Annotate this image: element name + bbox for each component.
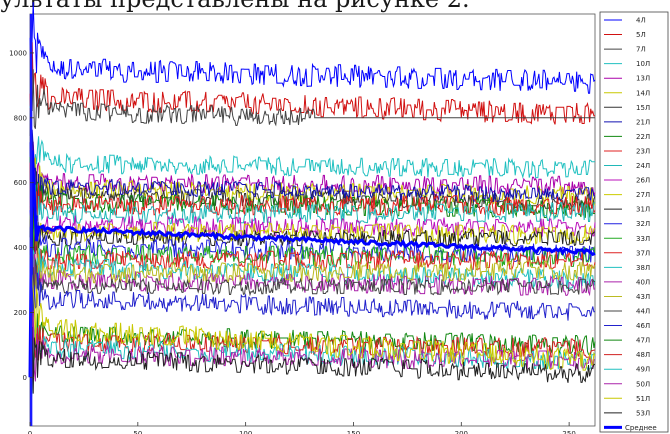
legend-label: 47Л	[636, 337, 650, 345]
x-tick-label: 100	[239, 430, 252, 434]
series-line-37Л	[29, 225, 596, 296]
legend-label: 22Л	[636, 133, 650, 141]
legend-label: 10Л	[636, 60, 650, 68]
axis-layer: 0 50 100 150 200 250 0 200 400 600 800 1000	[9, 49, 576, 434]
legend-label: 5Л	[636, 31, 646, 39]
legend-label: 14Л	[636, 89, 650, 97]
legend-label: 49Л	[636, 366, 650, 374]
legend-label: 46Л	[636, 322, 650, 330]
x-tick-label: 0	[28, 430, 32, 434]
series-line-46Л	[29, 252, 595, 321]
series-line-10Л	[29, 102, 595, 197]
y-tick-label: 1000	[9, 49, 27, 57]
legend-label: 24Л	[636, 162, 650, 170]
series-line-7Л	[29, 69, 595, 137]
series-layer	[28, 2, 596, 426]
series-line-44Л	[29, 259, 596, 344]
y-tick-label: 600	[14, 179, 27, 187]
series-line-21Л	[29, 129, 595, 231]
legend-label: 33Л	[636, 235, 650, 243]
legend-label: 40Л	[636, 278, 650, 286]
series-line-48Л	[29, 299, 595, 361]
series-line-43Л	[29, 253, 596, 318]
legend-label: 13Л	[636, 75, 650, 83]
series-line-23Л	[29, 162, 596, 240]
legend-label: 7Л	[636, 46, 646, 54]
y-tick-label: 0	[23, 374, 27, 382]
legend-label: 43Л	[636, 293, 650, 301]
x-tick-label: 250	[562, 430, 575, 434]
legend-label: 37Л	[636, 249, 650, 257]
series-line-33Л	[29, 208, 596, 273]
series-line-average	[28, 150, 596, 378]
legend-label: 44Л	[636, 308, 650, 316]
legend-box	[599, 11, 669, 433]
y-tick-label: 200	[14, 309, 27, 317]
legend: 4Л 5Л 7Л 10Л 13Л 14Л 15Л 21Л 22Л 23Л 24Л 26Л 27Л 31Л 3…	[604, 17, 657, 432]
x-tick-label: 200	[455, 430, 468, 434]
legend-label: 38Л	[636, 264, 650, 272]
series-line-31Л	[29, 185, 595, 267]
legend-label: 4Л	[636, 17, 646, 25]
legend-label: 50Л	[636, 380, 650, 388]
legend-label: 48Л	[636, 351, 650, 359]
legend-label: 26Л	[636, 177, 650, 185]
legend-label: 15Л	[636, 104, 650, 112]
series-line-5Л	[29, 42, 595, 132]
y-tick-label: 400	[14, 244, 27, 252]
legend-label: 31Л	[636, 206, 650, 214]
legend-label: 53Л	[636, 409, 650, 417]
x-tick-label: 150	[347, 430, 360, 434]
series-line-38Л	[29, 247, 596, 313]
x-tick-label: 50	[133, 430, 142, 434]
series-line-47Л	[29, 285, 596, 367]
legend-label: 32Л	[636, 220, 650, 228]
y-tick-label: 800	[14, 114, 27, 122]
legend-label: 21Л	[636, 118, 650, 126]
legend-label: 23Л	[636, 147, 650, 155]
legend-label: 27Л	[636, 191, 650, 199]
page-caption: ультаты представлены на рисунке 2.	[0, 0, 670, 13]
series-line-53Л	[29, 326, 595, 404]
legend-label: Среднее	[625, 424, 657, 432]
series-line-14Л	[29, 131, 596, 208]
series-line-4Л	[29, 2, 596, 94]
series-line-50Л	[29, 310, 595, 408]
series-line-51Л	[29, 274, 596, 371]
legend-label: 51Л	[636, 395, 650, 403]
